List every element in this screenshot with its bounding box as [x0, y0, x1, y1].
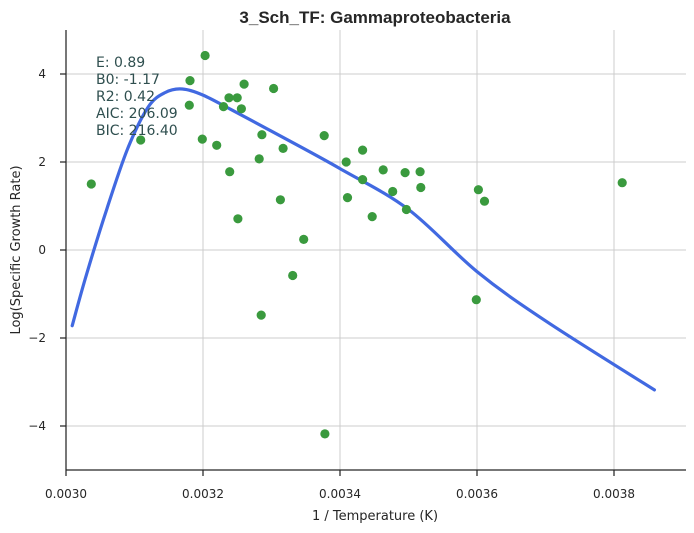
x-tick-label: 0.0030 [45, 487, 87, 501]
data-point [288, 270, 298, 281]
data-point [184, 100, 194, 110]
fit-line [70, 87, 656, 392]
data-points [86, 50, 627, 439]
data-point [358, 145, 368, 155]
stat-bic: BIC: 216.40 [96, 123, 178, 139]
stat-e: E: 0.89 [96, 55, 145, 71]
data-point [136, 135, 146, 145]
data-point [86, 179, 96, 189]
data-point [257, 130, 267, 140]
data-point [269, 83, 279, 94]
data-point [358, 175, 368, 185]
data-point [473, 185, 483, 195]
data-point [225, 167, 235, 177]
y-tick-label: 4 [38, 67, 46, 81]
data-point [197, 134, 207, 144]
data-point [416, 182, 426, 193]
data-point [415, 167, 425, 177]
stat-r2: R2: 0.42 [96, 89, 155, 105]
fit-statistics: E: 0.89 B0: -1.17 R2: 0.42 AIC: 206.09 B… [96, 55, 178, 139]
y-axis-label: Log(Specific Growth Rate) [9, 165, 24, 334]
x-tick-label: 0.0034 [319, 487, 361, 501]
x-tick-label: 0.0032 [182, 487, 224, 501]
data-point [254, 154, 264, 164]
data-point [319, 131, 329, 141]
axis-ticks: 0.0030 0.0032 0.0034 0.0036 0.0038 −4 −2 0 2 4 [28, 67, 635, 501]
x-tick-label: 0.0038 [593, 487, 635, 501]
data-point [185, 76, 195, 86]
y-tick-label: −2 [28, 331, 46, 345]
data-point [218, 102, 229, 112]
x-tick-label: 0.0036 [456, 487, 498, 501]
data-point [320, 429, 330, 439]
data-point [342, 193, 353, 203]
data-point [388, 186, 398, 197]
chart-title: 3_Sch_TF: Gammaproteobacteria [239, 8, 511, 27]
fit-curve [70, 87, 656, 392]
data-point [401, 204, 411, 215]
data-point [367, 212, 377, 222]
y-tick-label: −4 [28, 419, 46, 433]
data-point [617, 178, 627, 188]
grid-lines [66, 30, 686, 470]
data-point [200, 50, 210, 61]
y-tick-label: 2 [38, 155, 46, 169]
data-point [239, 79, 249, 89]
data-point [471, 295, 481, 305]
data-point [233, 214, 243, 224]
stat-aic: AIC: 206.09 [96, 106, 178, 122]
data-point [212, 140, 222, 150]
data-point [299, 234, 309, 244]
stat-b0: B0: -1.17 [96, 72, 160, 88]
data-point [278, 143, 288, 153]
data-point [400, 168, 410, 178]
data-point [378, 165, 388, 175]
data-point [341, 157, 351, 167]
y-tick-label: 0 [38, 243, 46, 257]
x-axis-label: 1 / Temperature (K) [312, 509, 438, 524]
data-point [256, 310, 266, 320]
data-point [236, 104, 246, 114]
data-point [232, 93, 242, 103]
data-point [275, 195, 285, 205]
data-point [479, 196, 490, 206]
data-point [224, 93, 234, 103]
